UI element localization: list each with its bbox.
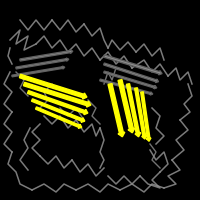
FancyArrow shape (126, 84, 141, 137)
FancyArrow shape (20, 50, 73, 61)
FancyArrow shape (108, 84, 125, 137)
FancyArrow shape (118, 80, 135, 133)
FancyArrow shape (28, 91, 88, 115)
FancyArrow shape (141, 92, 151, 141)
FancyArrow shape (135, 88, 147, 139)
FancyArrow shape (36, 107, 82, 128)
FancyArrow shape (104, 71, 157, 89)
FancyArrow shape (12, 66, 65, 77)
FancyArrow shape (104, 55, 162, 75)
FancyArrow shape (23, 82, 91, 107)
FancyArrow shape (16, 58, 69, 69)
FancyArrow shape (32, 99, 85, 122)
FancyArrow shape (104, 63, 159, 83)
FancyArrow shape (100, 79, 153, 95)
FancyArrow shape (19, 74, 87, 99)
